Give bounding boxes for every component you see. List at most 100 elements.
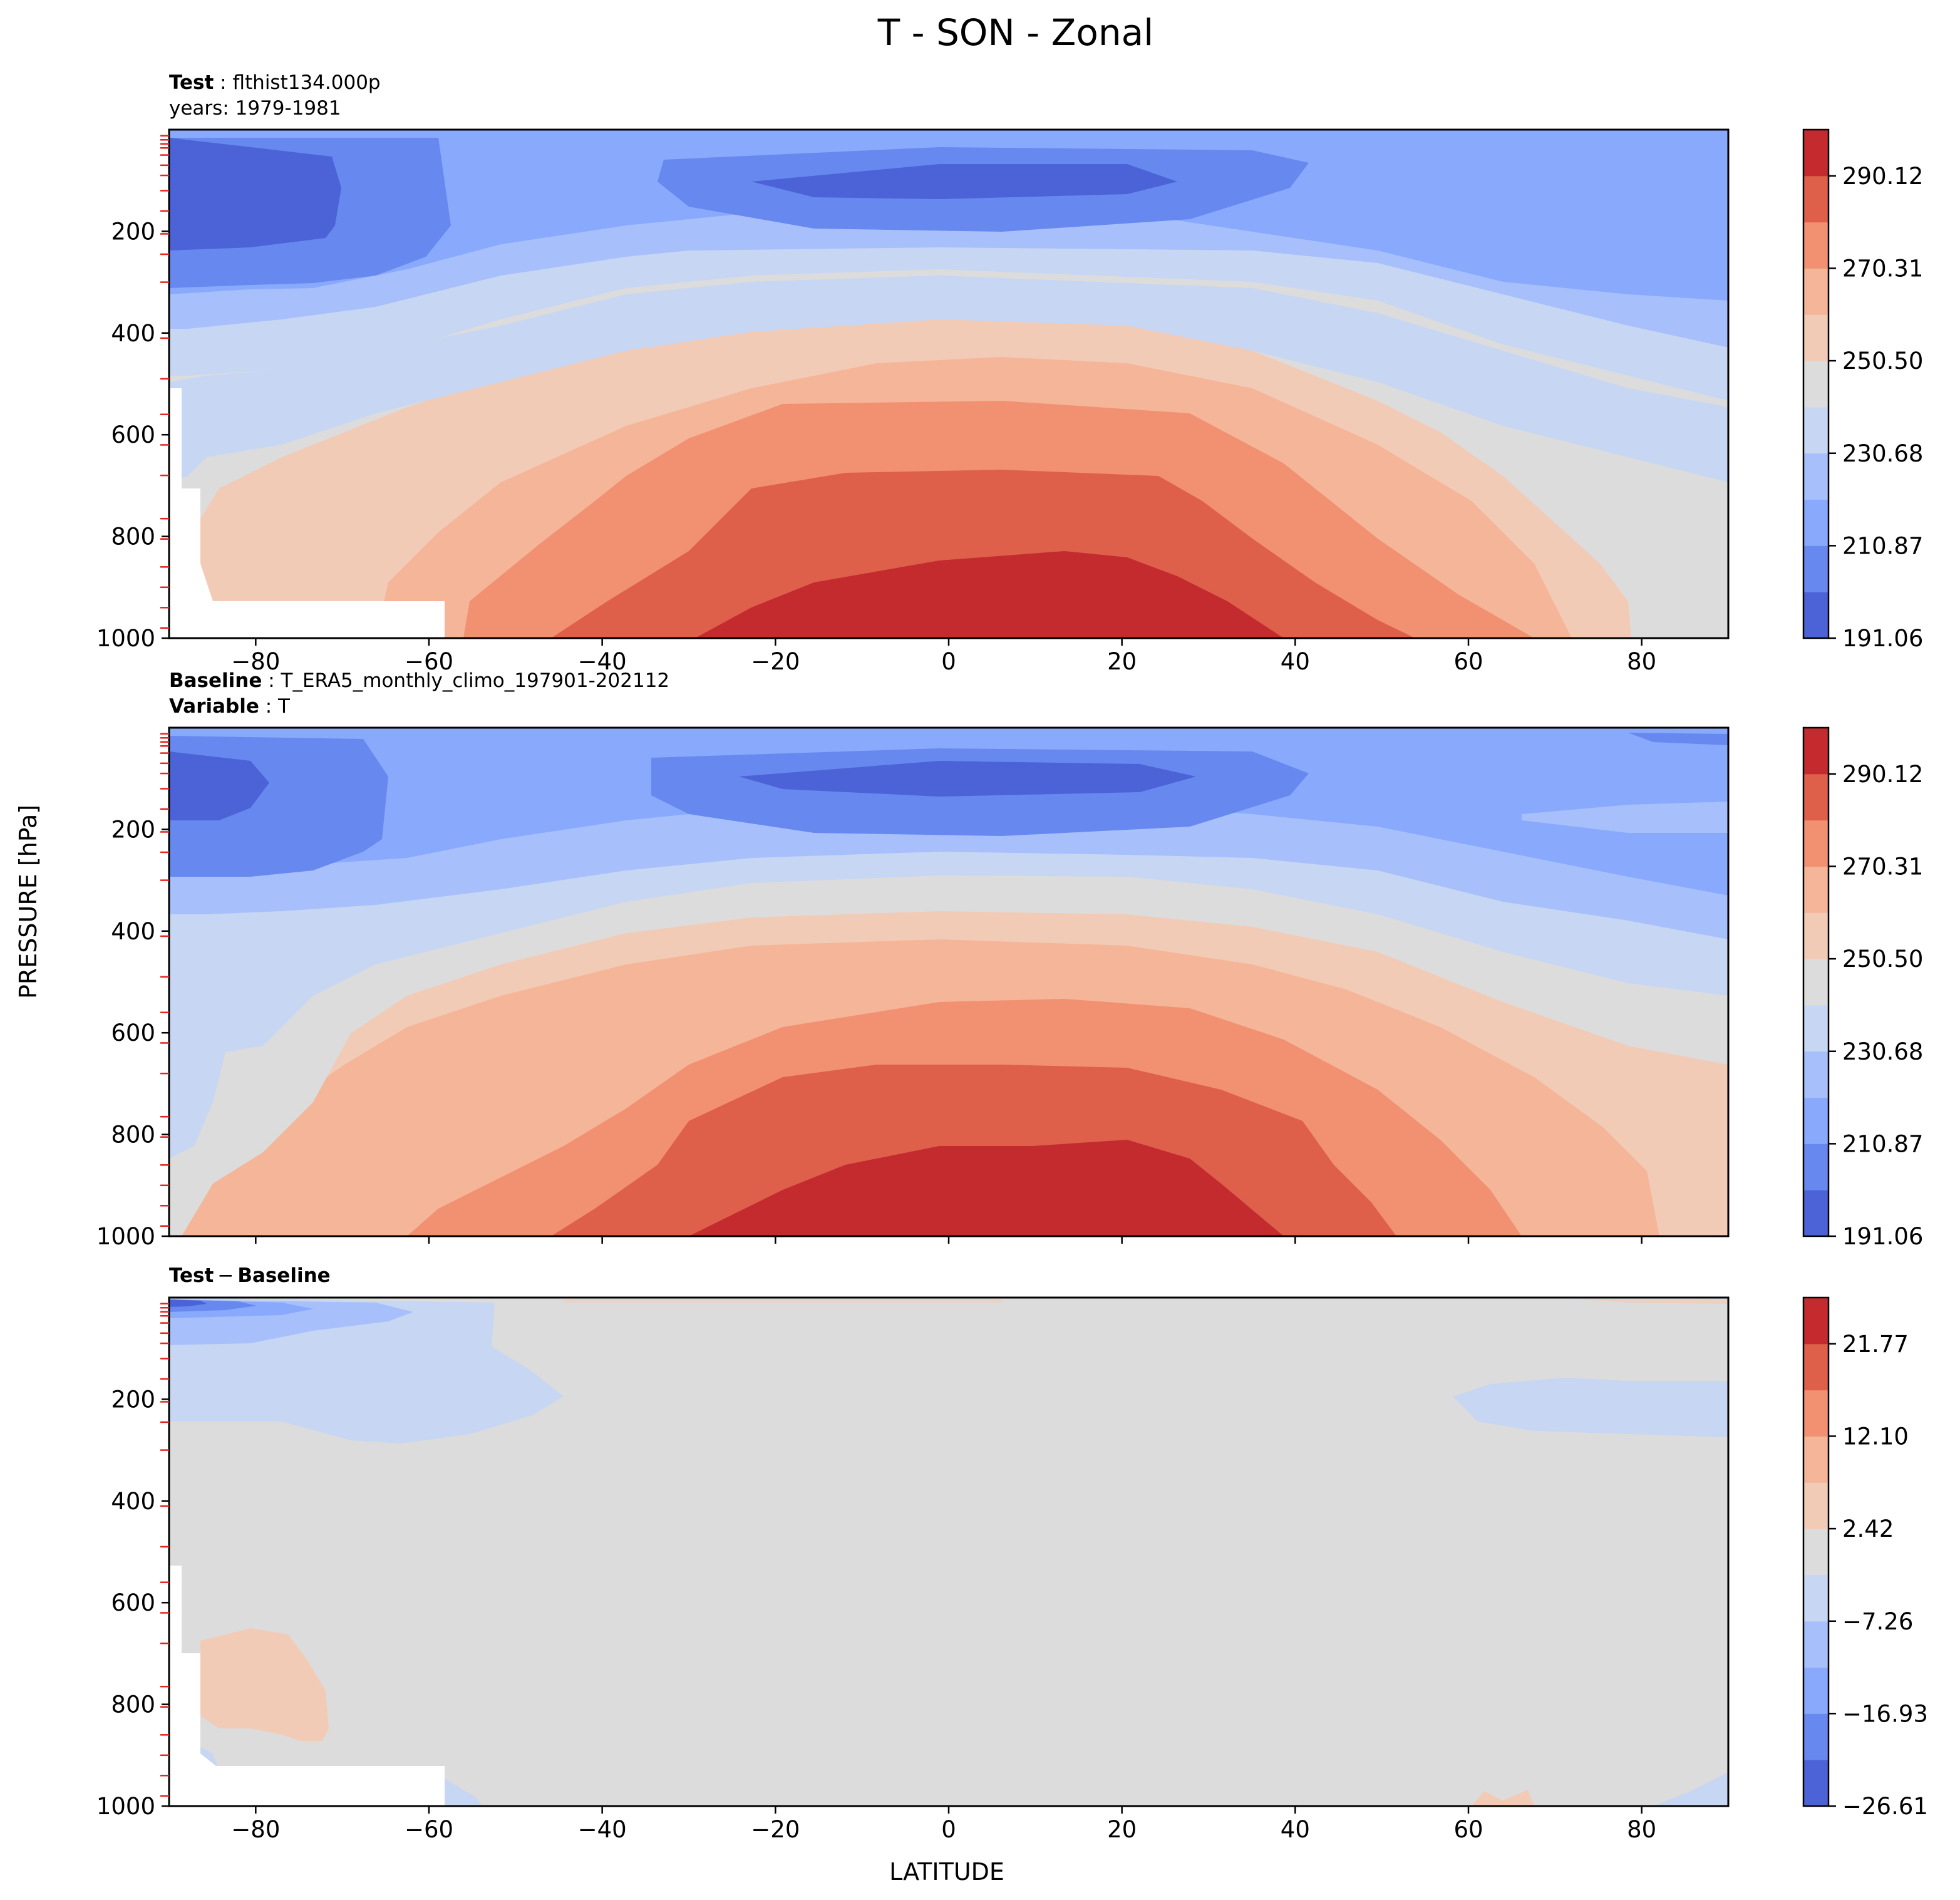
colorbar-tick-label-diff: −16.93 xyxy=(1842,1700,1928,1727)
diff-header-test: Test xyxy=(169,1264,214,1287)
colorbar-tick-label-baseline: 230.68 xyxy=(1842,1038,1923,1065)
baseline-colorbar: 290.12 270.31 250.50 230.68 210.87 191.06 xyxy=(1802,726,1923,1250)
colorbar-segment-baseline xyxy=(1803,820,1828,867)
colorbar-tick-label-test: 210.87 xyxy=(1842,532,1923,559)
colorbar-segment-diff xyxy=(1803,1390,1828,1437)
colorbar-segment-test xyxy=(1803,222,1828,269)
y-axis-label: PRESSURE [hPa] xyxy=(14,805,42,999)
colorbar-tick-label-diff: −7.26 xyxy=(1842,1608,1913,1635)
colorbar-segment-diff xyxy=(1803,1574,1828,1622)
baseline-header-line2: Variable : T xyxy=(169,695,291,718)
y-tick-label-baseline: 600 xyxy=(111,1020,155,1046)
diff-header: Test − Baseline xyxy=(169,1264,331,1287)
colorbar-segment-diff xyxy=(1803,1667,1828,1714)
baseline-header-bold: Baseline xyxy=(169,669,262,692)
x-tick-label-test: 40 xyxy=(1281,648,1310,675)
colorbar-segment-test xyxy=(1803,592,1828,639)
baseline-header-sep: : xyxy=(262,669,281,692)
y-tick-label-diff: 200 xyxy=(111,1386,155,1413)
colorbar-segment-diff xyxy=(1803,1343,1828,1391)
test-header: Test : flthist134.000p xyxy=(169,71,381,94)
baseline-axis-ticks: 200 400 600 800 1000 xyxy=(96,733,1643,1250)
colorbar-tick-label-diff: 2.42 xyxy=(1842,1515,1894,1542)
diff-colorbar: 21.77 12.10 2.42 −7.26 −16.93 −26.61 xyxy=(1802,1296,1928,1820)
baseline-variable-text: T xyxy=(277,695,291,718)
diff-contour-field xyxy=(169,1298,1728,1806)
colorbar-tick-label-test: 270.31 xyxy=(1842,255,1923,282)
colorbar-segment-baseline xyxy=(1803,912,1828,959)
panel-diff: Test − Baseline −80 −60 −40 −20 0 20 40 60 80 200 40… xyxy=(96,1264,1928,1843)
colorbar-tick-label-baseline: 210.87 xyxy=(1842,1130,1923,1157)
colorbar-segment-test xyxy=(1803,175,1828,223)
x-tick-label-diff: −40 xyxy=(578,1816,627,1843)
colorbar-segment-baseline xyxy=(1803,773,1828,821)
y-tick-label-test: 200 xyxy=(111,218,155,245)
colorbar-segment-test xyxy=(1803,314,1828,361)
baseline-variable-sep: : xyxy=(259,695,278,718)
colorbar-segment-diff xyxy=(1803,1529,1828,1576)
y-tick-label-baseline: 200 xyxy=(111,816,155,843)
x-axis-label: LATITUDE xyxy=(889,1858,1004,1886)
colorbar-tick-label-diff: −26.61 xyxy=(1842,1793,1928,1820)
colorbar-segment-baseline xyxy=(1803,959,1828,1006)
colorbar-tick-label-diff: 12.10 xyxy=(1842,1423,1909,1450)
colorbar-segment-diff xyxy=(1803,1482,1828,1529)
x-tick-label-test: 80 xyxy=(1627,648,1656,675)
x-tick-label-diff: −20 xyxy=(751,1816,800,1843)
baseline-contour-field xyxy=(169,728,1728,1236)
colorbar-tick-label-test: 290.12 xyxy=(1842,163,1923,190)
colorbar-segment-test xyxy=(1803,361,1828,408)
figure-title: T - SON - Zonal xyxy=(877,11,1154,54)
colorbar-tick-label-baseline: 290.12 xyxy=(1842,761,1923,788)
x-tick-label-test: 0 xyxy=(941,648,956,675)
test-header-line2: years: 1979-1981 xyxy=(169,97,341,120)
colorbar-segment-baseline xyxy=(1803,1097,1828,1144)
y-tick-label-baseline: 400 xyxy=(111,918,155,945)
colorbar-segment-diff xyxy=(1803,1713,1828,1760)
colorbar-segment-test xyxy=(1803,130,1828,177)
y-tick-label-test: 400 xyxy=(111,320,155,347)
diff-axis-ticks: −80 −60 −40 −20 0 20 40 60 80 200 400 600 800 1000 xyxy=(96,1303,1656,1843)
test-header-sep: : xyxy=(214,71,232,94)
colorbar-segment-test xyxy=(1803,499,1828,546)
panel-baseline: Baseline : T_ERA5_monthly_climo_197901-2… xyxy=(96,669,1924,1250)
y-tick-label-test: 800 xyxy=(111,524,155,550)
x-tick-label-diff: 20 xyxy=(1107,1816,1137,1843)
colorbar-frame-baseline xyxy=(1802,726,1830,1237)
baseline-header-text: T_ERA5_monthly_climo_197901-202112 xyxy=(281,669,670,692)
colorbar-segment-test xyxy=(1803,453,1828,500)
y-tick-label-test: 1000 xyxy=(96,625,155,652)
x-tick-label-test: −20 xyxy=(751,648,800,675)
y-tick-label-diff: 1000 xyxy=(96,1793,155,1820)
colorbar-tick-label-baseline: 250.50 xyxy=(1842,946,1923,973)
x-tick-label-diff: 80 xyxy=(1627,1816,1656,1843)
colorbar-tick-label-baseline: 191.06 xyxy=(1842,1223,1923,1250)
panel-test: Test : flthist134.000p years: 1979-1981 … xyxy=(96,71,1924,675)
colorbar-segment-test xyxy=(1803,545,1828,592)
colorbar-tick-label-baseline: 270.31 xyxy=(1842,853,1923,880)
test-colorbar: 290.12 270.31 250.50 230.68 210.87 191.06 xyxy=(1802,128,1923,652)
colorbar-segment-diff xyxy=(1803,1298,1828,1345)
colorbar-segment-test xyxy=(1803,268,1828,315)
colorbar-segment-baseline xyxy=(1803,728,1828,775)
x-tick-label-test: 60 xyxy=(1453,648,1483,675)
x-tick-label-diff: 0 xyxy=(941,1816,956,1843)
colorbar-segment-baseline xyxy=(1803,866,1828,913)
test-contour-field xyxy=(169,130,1728,638)
x-tick-label-diff: 40 xyxy=(1281,1816,1310,1843)
colorbar-segment-baseline xyxy=(1803,1144,1828,1190)
colorbar-segment-diff xyxy=(1803,1436,1828,1483)
x-tick-label-diff: 60 xyxy=(1453,1816,1483,1843)
x-tick-label-diff: −60 xyxy=(405,1816,453,1843)
y-tick-label-test: 600 xyxy=(111,421,155,448)
test-header-bold: Test xyxy=(169,71,214,94)
colorbar-segment-baseline xyxy=(1803,1004,1828,1052)
colorbar-tick-label-test: 191.06 xyxy=(1842,625,1923,652)
y-tick-label-baseline: 1000 xyxy=(96,1223,155,1250)
diff-header-minus: − xyxy=(217,1264,234,1287)
x-tick-label-test: −60 xyxy=(405,648,453,675)
baseline-header: Baseline : T_ERA5_monthly_climo_197901-2… xyxy=(169,669,669,692)
colorbar-segment-baseline xyxy=(1803,1051,1828,1098)
colorbar-segment-baseline xyxy=(1803,1190,1828,1237)
